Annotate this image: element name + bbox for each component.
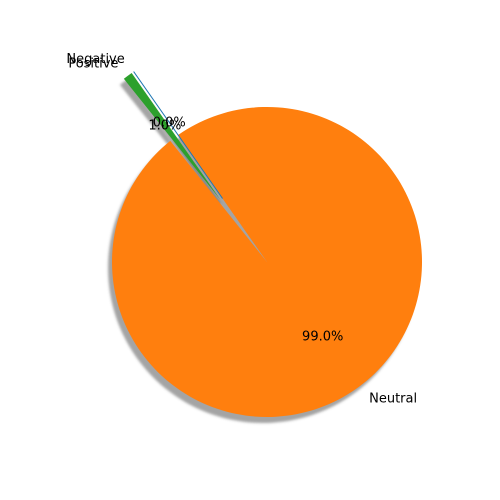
pie-label-positive: Positive (68, 56, 118, 71)
pie-pct-label-negative: 0.0% (153, 115, 186, 130)
pie-slice-layer (112, 71, 423, 417)
pie-label-layer: Positive 1.0% Neutral 99.0% Negative 0.0% (66, 52, 417, 407)
pie-pct-label-neutral: 99.0% (302, 329, 343, 344)
pie-label-negative: Negative (66, 52, 124, 67)
pie-slice-neutral (112, 106, 423, 417)
pie-slice-positive (123, 72, 221, 200)
pie-pct-label-positive: 1.0% (148, 118, 181, 133)
pie-label-neutral: Neutral (369, 392, 417, 407)
